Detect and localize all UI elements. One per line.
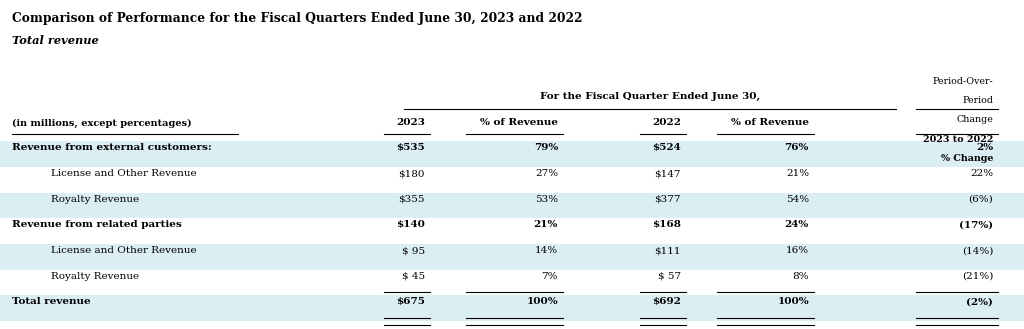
Text: Revenue from related parties: Revenue from related parties — [12, 220, 182, 229]
Text: $147: $147 — [654, 169, 681, 178]
Text: 2022: 2022 — [652, 118, 681, 127]
Text: $675: $675 — [396, 297, 425, 306]
Text: 27%: 27% — [535, 169, 558, 178]
Text: $111: $111 — [654, 246, 681, 255]
Text: $377: $377 — [654, 195, 681, 204]
Text: (6%): (6%) — [969, 195, 993, 204]
Text: $524: $524 — [652, 143, 681, 152]
Text: Royalty Revenue: Royalty Revenue — [51, 272, 139, 281]
Text: 24%: 24% — [784, 220, 809, 229]
FancyBboxPatch shape — [0, 295, 1024, 321]
FancyBboxPatch shape — [0, 141, 1024, 167]
Text: % of Revenue: % of Revenue — [731, 118, 809, 127]
Text: $ 57: $ 57 — [657, 272, 681, 281]
Text: Total revenue: Total revenue — [12, 35, 99, 45]
Text: (14%): (14%) — [962, 246, 993, 255]
Text: 21%: 21% — [785, 169, 809, 178]
Text: 21%: 21% — [534, 220, 558, 229]
Text: 8%: 8% — [793, 272, 809, 281]
Text: 100%: 100% — [526, 297, 558, 306]
Text: License and Other Revenue: License and Other Revenue — [51, 169, 197, 178]
Text: 16%: 16% — [785, 246, 809, 255]
Text: $140: $140 — [396, 220, 425, 229]
FancyBboxPatch shape — [0, 244, 1024, 270]
Text: $168: $168 — [652, 220, 681, 229]
Text: Royalty Revenue: Royalty Revenue — [51, 195, 139, 204]
Text: $ 45: $ 45 — [401, 272, 425, 281]
Text: 2023 to 2022: 2023 to 2022 — [923, 135, 993, 143]
Text: Change: Change — [956, 115, 993, 124]
Text: (in millions, except percentages): (in millions, except percentages) — [12, 118, 191, 128]
Text: $692: $692 — [652, 297, 681, 306]
Text: $355: $355 — [398, 195, 425, 204]
Text: License and Other Revenue: License and Other Revenue — [51, 246, 197, 255]
Text: $180: $180 — [398, 169, 425, 178]
Text: Total revenue: Total revenue — [12, 297, 91, 306]
Text: 53%: 53% — [535, 195, 558, 204]
Text: $535: $535 — [396, 143, 425, 152]
Text: For the Fiscal Quarter Ended June 30,: For the Fiscal Quarter Ended June 30, — [541, 92, 760, 101]
FancyBboxPatch shape — [0, 193, 1024, 218]
Text: 79%: 79% — [534, 143, 558, 152]
Text: 14%: 14% — [535, 246, 558, 255]
Text: Revenue from external customers:: Revenue from external customers: — [12, 143, 212, 152]
Text: 22%: 22% — [970, 169, 993, 178]
Text: (17%): (17%) — [959, 220, 993, 229]
Text: 7%: 7% — [542, 272, 558, 281]
Text: Comparison of Performance for the Fiscal Quarters Ended June 30, 2023 and 2022: Comparison of Performance for the Fiscal… — [12, 12, 583, 25]
Text: Period: Period — [963, 96, 993, 105]
Text: 54%: 54% — [785, 195, 809, 204]
Text: (2%): (2%) — [967, 297, 993, 306]
Text: % Change: % Change — [941, 154, 993, 163]
Text: (21%): (21%) — [962, 272, 993, 281]
Text: 100%: 100% — [777, 297, 809, 306]
Text: Period-Over-: Period-Over- — [933, 77, 993, 86]
Text: 76%: 76% — [784, 143, 809, 152]
Text: % of Revenue: % of Revenue — [480, 118, 558, 127]
Text: $ 95: $ 95 — [401, 246, 425, 255]
Text: 2%: 2% — [976, 143, 993, 152]
Text: 2023: 2023 — [396, 118, 425, 127]
